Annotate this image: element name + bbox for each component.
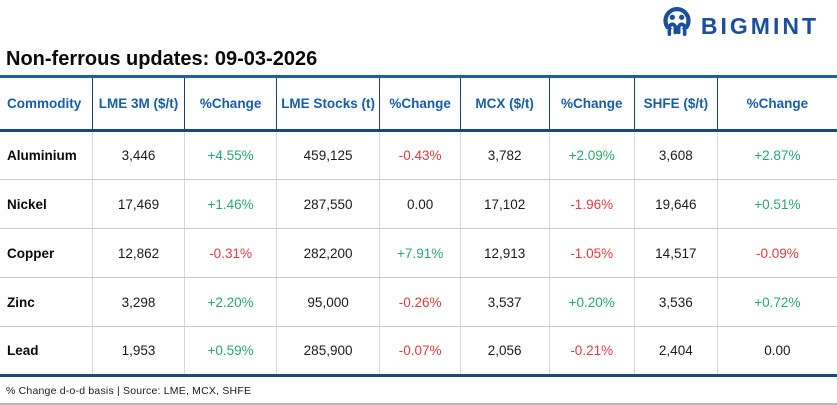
value-cell: -0.07% bbox=[379, 326, 461, 377]
source-note: % Change d-o-d basis | Source: LME, MCX,… bbox=[6, 385, 252, 397]
value-cell: 17,102 bbox=[460, 179, 550, 229]
value-cell: 3,446 bbox=[92, 130, 186, 180]
value-cell: 14,517 bbox=[634, 228, 718, 278]
value-cell: 285,900 bbox=[276, 326, 381, 377]
value-cell: 459,125 bbox=[276, 130, 381, 180]
column-header-change: %Change bbox=[549, 76, 635, 132]
value-cell: 17,469 bbox=[92, 179, 186, 229]
value-cell: -0.31% bbox=[184, 228, 277, 278]
column-header-lme-stocks-t: LME Stocks (t) bbox=[276, 76, 381, 132]
bigmint-logo: BIGMINT bbox=[660, 6, 819, 47]
value-cell: 3,782 bbox=[460, 130, 550, 180]
value-cell: 3,608 bbox=[634, 130, 718, 180]
value-cell: +0.59% bbox=[184, 326, 277, 377]
table-row: Lead 1,953 +0.59% 285,900 -0.07% 2,056 -0.21% 2… bbox=[0, 326, 837, 377]
value-cell: 3,298 bbox=[92, 277, 186, 327]
value-cell: -0.26% bbox=[379, 277, 461, 327]
column-header-change: %Change bbox=[184, 76, 277, 132]
value-cell: +4.55% bbox=[184, 130, 277, 180]
value-cell: -1.96% bbox=[549, 179, 635, 229]
value-cell: +1.46% bbox=[184, 179, 277, 229]
table-row: Nickel 17,469 +1.46% 287,550 0.00 17,102 -1.96… bbox=[0, 179, 837, 229]
value-cell: 3,536 bbox=[634, 277, 718, 327]
value-cell: +0.20% bbox=[549, 277, 635, 327]
commodity-price-table: Commodity LME 3M ($/t) %Change LME Stocks (… bbox=[0, 75, 837, 377]
table-row: Zinc 3,298 +2.20% 95,000 -0.26% 3,537 +0.20% 3,… bbox=[0, 277, 837, 327]
value-cell: 12,862 bbox=[92, 228, 186, 278]
column-header-shfe-t: SHFE ($/t) bbox=[634, 76, 718, 132]
table-header-row: Commodity LME 3M ($/t) %Change LME Stocks (… bbox=[0, 76, 837, 132]
value-cell: 282,200 bbox=[276, 228, 381, 278]
column-header-lme-3m-t: LME 3M ($/t) bbox=[92, 76, 186, 132]
value-cell: -0.43% bbox=[379, 130, 461, 180]
value-cell: +2.20% bbox=[184, 277, 277, 327]
value-cell: 95,000 bbox=[276, 277, 381, 327]
value-cell: -0.09% bbox=[717, 228, 837, 278]
column-header-change: %Change bbox=[717, 76, 837, 132]
column-header-commodity: Commodity bbox=[0, 76, 93, 132]
column-header-change: %Change bbox=[379, 76, 461, 132]
value-cell: +2.09% bbox=[549, 130, 635, 180]
value-cell: 2,056 bbox=[460, 326, 550, 377]
commodity-cell: Copper bbox=[0, 228, 93, 278]
value-cell: 12,913 bbox=[460, 228, 550, 278]
value-cell: 0.00 bbox=[717, 326, 837, 377]
bigmint-people-m-icon bbox=[660, 6, 694, 47]
value-cell: 287,550 bbox=[276, 179, 381, 229]
value-cell: 19,646 bbox=[634, 179, 718, 229]
commodity-cell: Lead bbox=[0, 326, 93, 377]
value-cell: +0.72% bbox=[717, 277, 837, 327]
table-row: Aluminium 3,446 +4.55% 459,125 -0.43% 3,782 +2… bbox=[0, 130, 837, 180]
commodity-cell: Nickel bbox=[0, 179, 93, 229]
value-cell: 0.00 bbox=[379, 179, 461, 229]
table-row: Copper 12,862 -0.31% 282,200 +7.91% 12,913 -1.… bbox=[0, 228, 837, 278]
top-bar: BIGMINT bbox=[0, 0, 837, 46]
commodity-cell: Zinc bbox=[0, 277, 93, 327]
value-cell: 3,537 bbox=[460, 277, 550, 327]
value-cell: +7.91% bbox=[379, 228, 461, 278]
value-cell: -0.21% bbox=[549, 326, 635, 377]
bigmint-logo-text: BIGMINT bbox=[700, 12, 819, 39]
column-header-mcx-t: MCX ($/t) bbox=[460, 76, 550, 132]
value-cell: -1.05% bbox=[549, 228, 635, 278]
table-body: Aluminium 3,446 +4.55% 459,125 -0.43% 3,782 +2… bbox=[0, 130, 837, 377]
value-cell: 2,404 bbox=[634, 326, 718, 377]
value-cell: +0.51% bbox=[717, 179, 837, 229]
commodity-cell: Aluminium bbox=[0, 130, 93, 180]
value-cell: +2.87% bbox=[717, 130, 837, 180]
page-title: Non-ferrous updates: 09-03-2026 bbox=[6, 48, 318, 70]
value-cell: 1,953 bbox=[92, 326, 186, 377]
